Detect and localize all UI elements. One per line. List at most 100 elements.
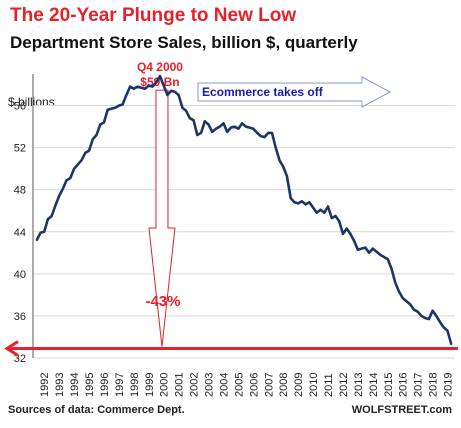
data-point <box>442 326 445 329</box>
data-point <box>222 122 225 125</box>
data-point <box>383 256 385 258</box>
y-tick-label: 40 <box>14 269 26 281</box>
data-point <box>80 159 83 162</box>
data-point <box>386 258 389 261</box>
brand-label: WOLFSTREET.com <box>352 404 452 416</box>
chart-title: The 20-Year Plunge to New Low <box>10 5 296 26</box>
y-tick-label: 52 <box>14 143 26 155</box>
data-point <box>252 127 255 130</box>
data-point <box>50 215 53 217</box>
x-tick-label: 2015 <box>383 373 395 397</box>
data-point <box>435 315 438 317</box>
data-point <box>121 103 124 106</box>
data-point <box>233 125 236 128</box>
data-point <box>278 159 281 162</box>
data-point <box>103 121 105 124</box>
data-point <box>162 84 165 87</box>
data-point <box>226 130 229 133</box>
data-point <box>147 84 150 87</box>
x-tick-label: 1998 <box>129 373 141 397</box>
data-point <box>420 315 423 317</box>
data-point <box>424 317 427 319</box>
data-point <box>267 132 270 134</box>
x-tick-label: 2017 <box>413 373 425 397</box>
data-point <box>360 247 363 250</box>
x-tick-label: 2006 <box>248 373 260 397</box>
data-point <box>427 318 430 320</box>
data-point <box>286 175 288 177</box>
chart-subtitle: Department Store Sales, billion $, quart… <box>10 33 358 52</box>
data-point <box>439 321 441 324</box>
data-point <box>177 94 180 96</box>
data-point <box>88 149 90 152</box>
x-tick-label: 2007 <box>263 373 275 397</box>
data-point <box>409 303 412 306</box>
data-point <box>65 179 68 182</box>
x-tick-label: 1994 <box>69 373 81 397</box>
data-points <box>35 75 453 346</box>
data-point <box>300 200 303 203</box>
data-point <box>431 309 434 312</box>
data-point <box>99 123 102 126</box>
data-point <box>203 120 206 123</box>
data-point <box>144 87 146 90</box>
data-point <box>181 106 184 109</box>
data-point <box>140 86 143 89</box>
x-tick-label: 2001 <box>174 373 186 397</box>
x-tick-label: 2003 <box>204 373 216 397</box>
data-point <box>405 300 408 303</box>
x-tick-label: 2009 <box>293 373 305 397</box>
data-point <box>244 125 247 128</box>
data-point <box>289 197 292 200</box>
x-tick-label: 2004 <box>218 373 230 397</box>
x-tick-label: 2013 <box>353 373 365 397</box>
ecommerce-arrow <box>197 76 392 108</box>
data-point <box>73 167 75 170</box>
y-tick-label: 36 <box>14 311 26 323</box>
grid-lines <box>33 105 455 359</box>
drop-percent-label: -43% <box>145 293 180 310</box>
data-point <box>256 132 258 134</box>
x-tick-label: 2002 <box>189 373 201 397</box>
data-point <box>218 125 221 128</box>
data-point <box>398 290 400 293</box>
data-point <box>327 205 329 208</box>
data-point <box>353 240 356 243</box>
data-point <box>371 247 374 250</box>
data-point <box>151 85 154 88</box>
data-point <box>401 297 404 299</box>
data-point <box>330 217 333 220</box>
data-point <box>211 130 214 133</box>
x-tick-label: 2019 <box>443 373 455 397</box>
data-point <box>446 329 449 332</box>
data-point <box>293 201 296 204</box>
data-point <box>304 203 307 206</box>
data-point <box>271 132 273 134</box>
x-tick-labels: 1992 1993 1994 1995 1996 1997 1998 1999 2000 2001… <box>39 373 454 397</box>
data-point <box>54 204 57 207</box>
data-point <box>215 127 217 130</box>
data-point <box>132 87 135 90</box>
data-point <box>174 90 176 93</box>
data-point <box>185 109 188 112</box>
data-point <box>106 108 109 111</box>
data-point <box>413 308 415 311</box>
data-point <box>342 232 344 235</box>
data-point <box>349 232 352 235</box>
data-point <box>323 211 326 214</box>
x-tick-label: 1997 <box>114 373 126 397</box>
data-point <box>394 281 397 284</box>
x-tick-label: 2014 <box>368 373 380 397</box>
data-point <box>237 127 240 130</box>
data-point <box>136 85 139 88</box>
x-tick-label: 1993 <box>54 373 66 397</box>
data-point <box>308 201 311 204</box>
ecommerce-label: Ecommerce takes off <box>202 85 324 99</box>
x-tick-label: 2008 <box>278 373 290 397</box>
data-point <box>43 230 46 233</box>
data-point <box>230 126 232 129</box>
x-tick-label: 1992 <box>39 373 51 397</box>
x-tick-label: 1999 <box>144 373 156 397</box>
data-point <box>114 106 117 109</box>
